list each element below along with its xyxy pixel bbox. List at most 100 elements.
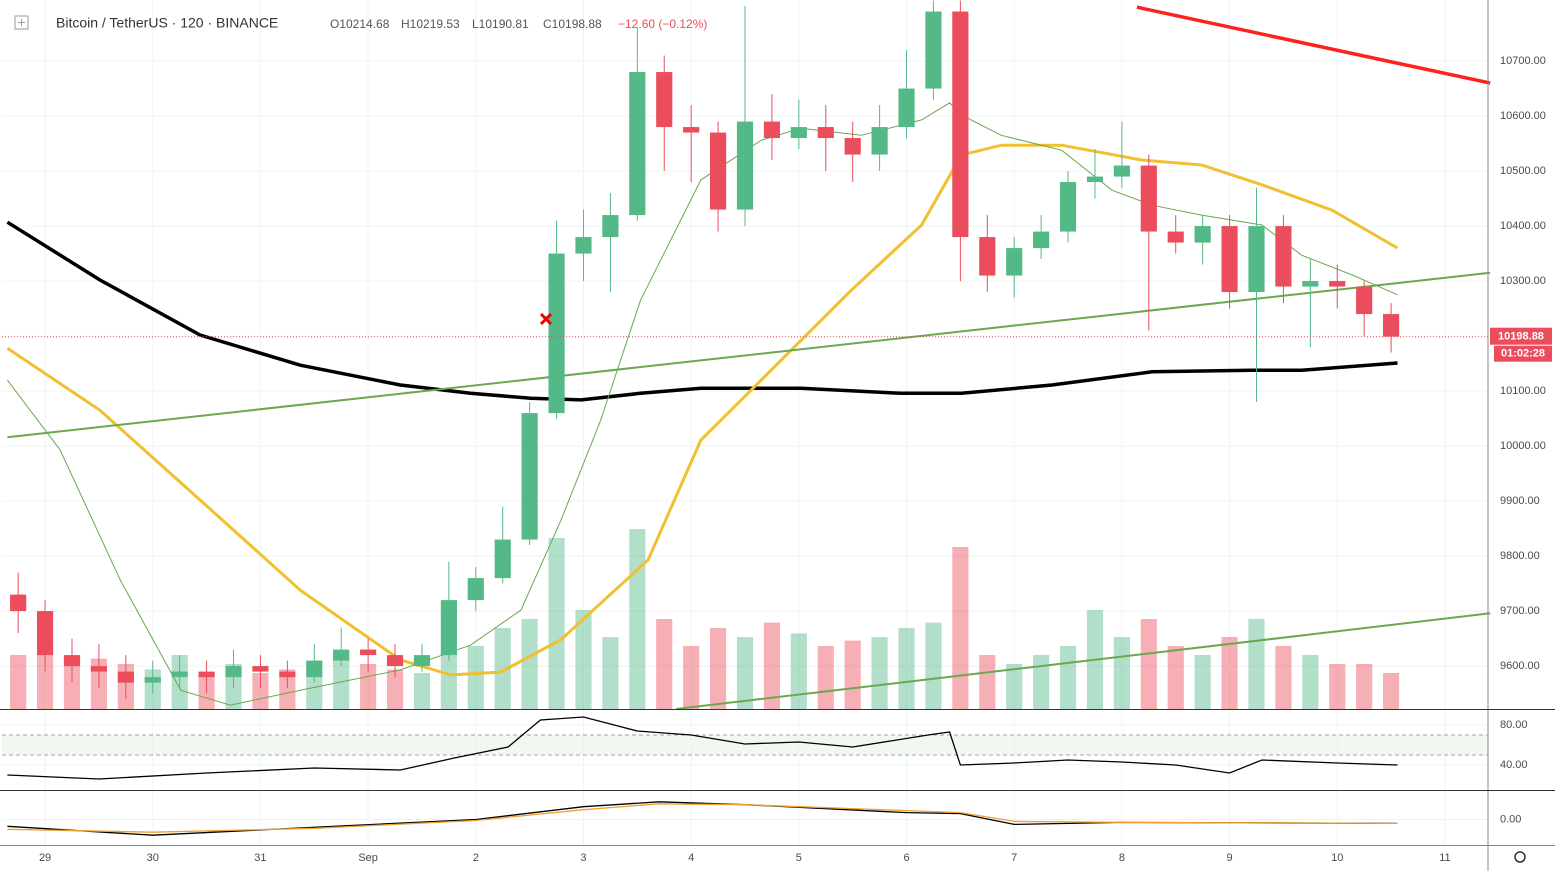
candle-body	[844, 138, 861, 155]
y-tick-label: 10500.00	[1500, 165, 1546, 177]
y-tick-label: 40.00	[1500, 759, 1528, 771]
volume-bar	[1194, 655, 1211, 709]
x-tick-label: 3	[580, 852, 586, 864]
volume-bar	[710, 628, 727, 709]
volume-bar	[656, 619, 673, 709]
candle-body	[1329, 281, 1346, 287]
candle-body	[736, 121, 754, 210]
volume-bar	[467, 646, 484, 709]
volume-bar	[1383, 673, 1400, 709]
volume-bar	[1248, 619, 1265, 709]
candle-body	[1194, 226, 1211, 243]
countdown-box	[1494, 345, 1552, 362]
line	[7, 102, 1398, 706]
y-tick-label: 10600.00	[1500, 110, 1546, 122]
candle-body	[198, 671, 215, 678]
candle-body	[763, 121, 780, 139]
price-label-box	[1490, 327, 1552, 345]
x-tick-label: 31	[254, 852, 266, 864]
volume-bar	[521, 619, 538, 709]
line	[6, 143, 1399, 677]
candle-body	[333, 649, 350, 661]
volume-bar	[1059, 646, 1077, 709]
high: H10219.53	[401, 17, 460, 31]
volume-bar	[925, 622, 942, 709]
candle-body	[898, 88, 915, 128]
open: O10214.68	[330, 17, 390, 31]
line	[6, 220, 1398, 402]
x-tick-label: 10	[1331, 852, 1343, 864]
x-tick-label: 7	[1011, 852, 1017, 864]
candle-body	[817, 127, 834, 139]
candle-body	[306, 660, 323, 678]
candle-body	[63, 655, 81, 667]
change: −12.60 (−0.12%)	[618, 17, 707, 31]
volume-bar	[952, 547, 969, 709]
candle-body	[602, 215, 619, 238]
volume-bar	[333, 658, 350, 709]
marker	[539, 312, 553, 326]
y-tick-label: 10300.00	[1500, 275, 1546, 287]
candle-body	[440, 600, 457, 656]
y-tick-label: 10100.00	[1500, 385, 1546, 397]
y-tick-label: 10000.00	[1500, 440, 1546, 452]
volume-bar	[1113, 637, 1130, 709]
candle-body	[467, 578, 484, 601]
candle-body	[925, 11, 942, 89]
volume-bar	[386, 669, 404, 709]
candle-body	[117, 671, 134, 683]
candle-body	[1006, 248, 1023, 276]
line	[675, 612, 1491, 710]
candle-body	[1033, 231, 1050, 249]
volume-bar	[898, 628, 915, 709]
volume-bar	[790, 633, 807, 709]
volume-bar	[979, 655, 996, 709]
volume-bar	[1006, 664, 1023, 709]
candle-body	[36, 611, 54, 656]
x-tick-label: Sep	[358, 852, 378, 864]
candle-body	[1059, 182, 1077, 232]
candle-body	[979, 237, 996, 276]
y-tick-label: 9600.00	[1500, 660, 1540, 672]
candle-body	[413, 655, 431, 667]
candle-body	[386, 655, 404, 667]
band	[2, 735, 1488, 755]
candle-body	[1140, 165, 1157, 232]
volume-bar	[306, 676, 323, 709]
line	[7, 271, 1491, 439]
collapse-icon	[18, 19, 25, 26]
settings-button[interactable]	[1514, 851, 1526, 863]
volume-bar	[575, 610, 592, 709]
candle-body	[90, 666, 107, 672]
volume-bar	[413, 673, 431, 709]
candle-body	[360, 649, 377, 656]
candle-body	[1383, 314, 1400, 337]
volume-bar	[844, 640, 861, 709]
candle-body	[1221, 226, 1238, 293]
candle-body	[710, 132, 727, 210]
x-tick-label: 2	[473, 852, 479, 864]
x-tick-label: 30	[147, 852, 159, 864]
volume-bar	[1140, 619, 1157, 709]
last-price-label: 10198.88	[1498, 331, 1544, 343]
candle-body	[1167, 231, 1184, 243]
volume-bar	[683, 646, 700, 709]
candle-body	[952, 11, 969, 238]
collapse-button[interactable]	[14, 15, 29, 30]
candle-body	[494, 539, 511, 579]
candle-body	[521, 413, 538, 540]
candle-body	[656, 72, 673, 128]
candle-body	[548, 253, 565, 414]
y-tick-label: 10700.00	[1500, 55, 1546, 67]
y-tick-label: 9800.00	[1500, 550, 1540, 562]
volume-bar	[548, 538, 565, 709]
x-tick-label: 6	[903, 852, 909, 864]
x-tick-label: 11	[1439, 852, 1450, 864]
volume-bar	[36, 646, 54, 709]
candle-body	[225, 666, 242, 678]
candle-body	[1248, 226, 1265, 293]
